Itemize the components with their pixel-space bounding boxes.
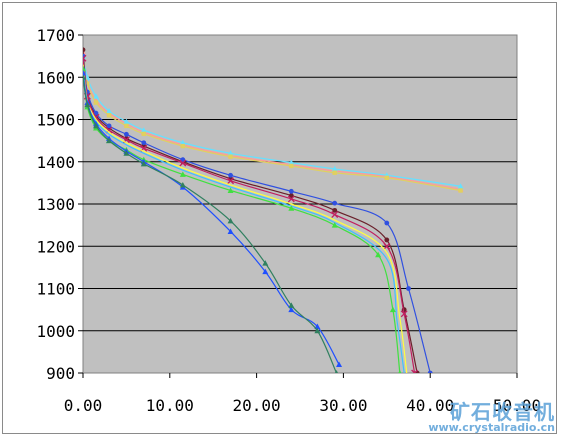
y-tick-label: 1300 [36,195,75,214]
data-point [84,101,91,108]
data-point [180,157,186,163]
y-tick-label: 1700 [36,26,75,45]
line-chart: 900 1000 1100 1200 1300 1400 1500 1600 1700 0.00… [36,26,541,415]
data-point [457,183,464,189]
series-7 [83,64,408,373]
data-point [106,108,113,114]
x-tick-labels: 0.00 10.00 20.00 30.00 40.00 50.00 [64,396,541,415]
data-point [140,127,147,133]
data-point [227,228,234,234]
data-point [287,195,295,203]
data-point [140,160,147,167]
axes [78,34,518,378]
watermark-url: www.crystalradio.cn [428,421,555,434]
data-point [106,123,112,129]
data-point [336,361,343,368]
series-line [83,64,408,373]
data-point [288,159,295,166]
watermark: 矿石收音机 www.crystalradio.cn [428,402,555,434]
data-point [85,81,90,86]
data-point [332,207,338,213]
y-tick-label: 1100 [36,280,75,299]
data-point [331,165,338,172]
data-point [389,306,396,313]
data-point [406,286,411,291]
data-point [227,217,234,224]
data-point [332,170,337,175]
data-point [83,70,86,76]
data-point [383,242,391,250]
data-point [83,74,86,80]
series-group [83,47,464,373]
data-point [314,327,321,334]
data-point [141,131,146,137]
data-point [227,177,235,185]
data-point [93,93,100,99]
y-tick-labels: 900 1000 1100 1200 1300 1400 1500 1600 1700 [36,26,75,383]
data-point [180,143,186,149]
data-point [427,370,433,373]
data-point [400,310,408,318]
series-11 [83,74,339,373]
data-point [123,150,130,156]
data-point [228,154,233,159]
data-point [331,222,338,228]
data-point [124,123,129,129]
data-point [228,172,233,178]
data-point [179,139,186,146]
data-point [83,54,87,62]
data-point [458,188,463,193]
data-point [262,260,269,266]
data-point [384,220,390,226]
data-point [288,193,294,198]
watermark-title: 矿石收音机 [450,400,555,424]
data-point [411,369,419,373]
data-point [314,323,321,330]
data-point [179,159,187,167]
x-tick-label: 40.00 [406,396,454,415]
gridlines [83,76,517,332]
data-point [288,205,295,211]
y-tick-label: 1500 [36,111,75,130]
x-tick-label: 20.00 [233,396,281,415]
data-point [93,122,100,129]
series-6 [83,54,419,373]
y-tick-label: 1400 [36,153,75,172]
data-point [331,211,339,219]
data-point [288,306,295,313]
x-tick-label: 0.00 [64,396,103,415]
series-3 [83,62,463,193]
y-tick-label: 1600 [36,68,75,87]
y-tick-label: 1000 [36,322,75,341]
data-point [124,131,129,137]
data-point [332,200,338,206]
data-point [227,150,234,156]
x-tick-label: 50.00 [493,396,541,415]
data-point [384,175,389,181]
data-point [141,140,147,146]
data-point [398,370,402,373]
data-point [289,163,294,169]
data-point [123,118,130,125]
data-point [83,47,86,53]
data-point [334,370,339,373]
data-point [83,65,86,72]
data-point [288,302,295,308]
data-point [384,237,390,243]
x-tick-label: 10.00 [146,396,194,415]
chart-frame: 900 1000 1100 1200 1300 1400 1500 1600 1700 0.00… [2,2,557,434]
x-tick-label: 30.00 [319,396,367,415]
data-point [227,187,234,193]
data-point [106,113,112,118]
data-point [179,181,186,188]
y-tick-label: 900 [46,364,75,383]
data-point [262,268,269,275]
data-point [93,100,99,105]
data-point [106,137,113,144]
y-tick-label: 1200 [36,237,75,256]
data-point [288,188,294,194]
data-point [375,251,382,258]
series-line [83,77,338,373]
data-point [179,171,186,177]
